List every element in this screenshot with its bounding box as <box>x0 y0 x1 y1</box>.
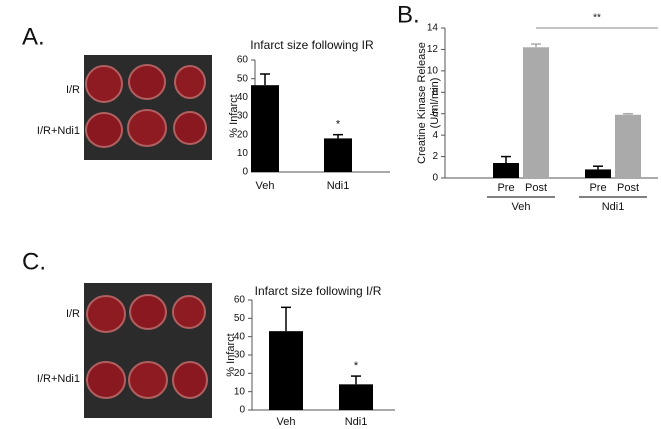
panel-label: C. <box>22 248 46 275</box>
x-tick-label: Post <box>617 182 639 194</box>
y-tick-label: 20 <box>234 368 246 379</box>
y-tick-label: 8 <box>432 87 438 98</box>
bar <box>523 47 549 179</box>
row-label: I/R+Ndi1 <box>37 125 80 137</box>
y-tick-label: 20 <box>237 129 249 140</box>
y-tick-label: 50 <box>234 313 246 324</box>
y-axis-label: % Infarct <box>228 94 240 137</box>
y-tick-label: 60 <box>234 295 246 306</box>
y-tick-label: 30 <box>237 111 249 122</box>
y-tick-label: 0 <box>239 405 245 416</box>
chart-title: Infarct size following IR <box>250 38 374 52</box>
y-tick-label: 4 <box>432 130 438 141</box>
x-tick-label: Ndi1 <box>345 416 368 428</box>
y-tick-label: 14 <box>427 23 439 34</box>
bar <box>339 384 373 410</box>
y-tick-label: 50 <box>237 73 249 84</box>
x-tick-label: Ndi1 <box>327 180 350 192</box>
row-label: I/R <box>66 308 80 320</box>
chart-title: Infarct size following I/R <box>255 284 382 298</box>
bar <box>269 331 303 410</box>
y-tick-label: 12 <box>427 44 439 55</box>
group-label: Veh <box>512 201 531 213</box>
y-axis-label: % Infarct <box>225 333 237 376</box>
heart-photo <box>84 283 212 418</box>
y-tick-label: 40 <box>234 331 246 342</box>
significance: * <box>354 360 359 372</box>
bar <box>493 163 519 178</box>
panel-label: B. <box>397 1 420 28</box>
significance: * <box>336 119 341 131</box>
bar <box>251 85 279 172</box>
y-tick-label: 0 <box>432 173 438 184</box>
x-tick-label: Post <box>525 182 547 194</box>
group-label: Ndi1 <box>602 201 625 213</box>
comparison-label: ** <box>593 13 601 24</box>
x-tick-label: Veh <box>277 416 296 428</box>
heart-photo <box>84 55 212 160</box>
bar <box>585 169 611 178</box>
x-tick-label: Pre <box>497 182 514 194</box>
y-tick-label: 2 <box>432 151 438 162</box>
y-tick-label: 0 <box>242 167 248 178</box>
y-axis-label: Creatine Kinase Release <box>416 42 428 164</box>
y-tick-label: 40 <box>237 92 249 103</box>
y-tick-label: 60 <box>237 55 249 66</box>
row-label: I/R+Ndi1 <box>37 373 80 385</box>
x-tick-label: Veh <box>256 180 275 192</box>
row-label: I/R <box>66 84 80 96</box>
y-tick-label: 6 <box>432 108 438 119</box>
y-tick-label: 10 <box>237 148 249 159</box>
y-tick-label: 10 <box>234 386 246 397</box>
y-tick-label: 10 <box>427 65 439 76</box>
bar <box>615 114 641 178</box>
x-tick-label: Pre <box>589 182 606 194</box>
y-tick-label: 30 <box>234 350 246 361</box>
panel-label: A. <box>22 23 45 50</box>
bar <box>324 138 352 172</box>
y-axis-label: (U/ml/min) <box>429 78 441 129</box>
